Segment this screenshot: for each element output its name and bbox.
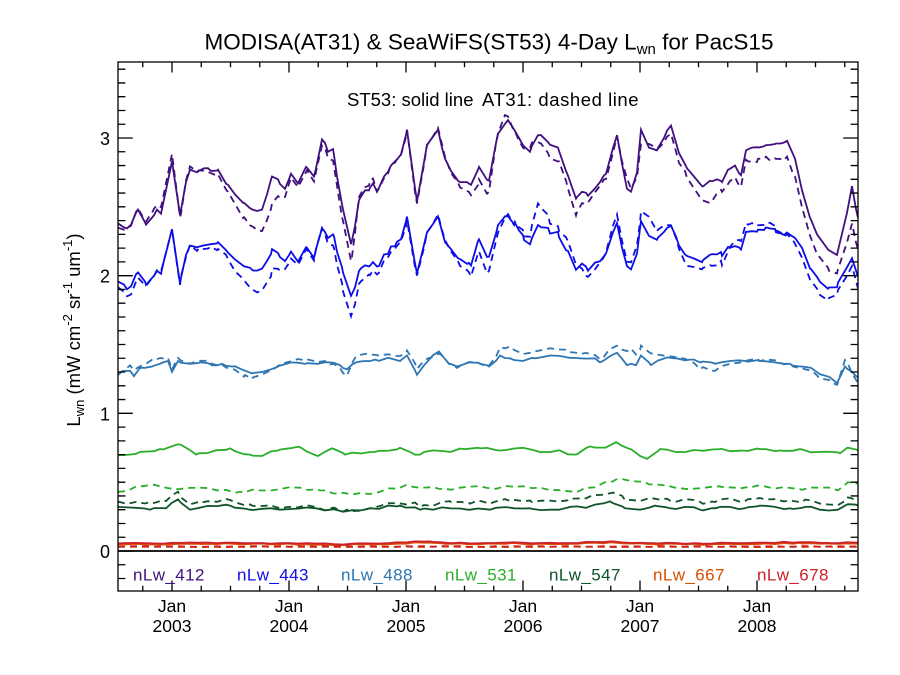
svg-text:AT31: dashed line: AT31: dashed line [482, 89, 639, 110]
svg-text:2007: 2007 [621, 616, 660, 636]
svg-text:3: 3 [100, 129, 110, 149]
svg-text:nLw_531: nLw_531 [445, 566, 517, 585]
svg-text:nLw_667: nLw_667 [653, 566, 725, 585]
svg-text:2006: 2006 [504, 616, 543, 636]
svg-text:MODISA(AT31) & SeaWiFS(ST53) 4: MODISA(AT31) & SeaWiFS(ST53) 4-Day Lwn f… [205, 30, 774, 59]
svg-text:2005: 2005 [387, 616, 426, 636]
svg-text:2008: 2008 [738, 616, 777, 636]
svg-text:Jan: Jan [626, 596, 654, 616]
svg-text:Jan: Jan [275, 596, 303, 616]
svg-text:ST53: solid line: ST53: solid line [347, 89, 473, 110]
svg-text:Jan: Jan [392, 596, 420, 616]
svg-text:1: 1 [100, 404, 110, 424]
svg-text:Lwn (mW cm-2 sr-1 um-1): Lwn (mW cm-2 sr-1 um-1) [60, 233, 87, 426]
svg-text:2003: 2003 [153, 616, 192, 636]
svg-text:2004: 2004 [270, 616, 309, 636]
svg-text:nLw_488: nLw_488 [341, 566, 413, 585]
svg-text:0: 0 [100, 542, 110, 562]
svg-text:Jan: Jan [743, 596, 771, 616]
svg-text:nLw_443: nLw_443 [237, 566, 309, 585]
svg-text:Jan: Jan [509, 596, 537, 616]
svg-text:nLw_678: nLw_678 [757, 566, 829, 585]
svg-text:nLw_547: nLw_547 [549, 566, 621, 585]
svg-text:nLw_412: nLw_412 [133, 566, 205, 585]
svg-text:2: 2 [100, 267, 110, 287]
svg-text:Jan: Jan [158, 596, 186, 616]
